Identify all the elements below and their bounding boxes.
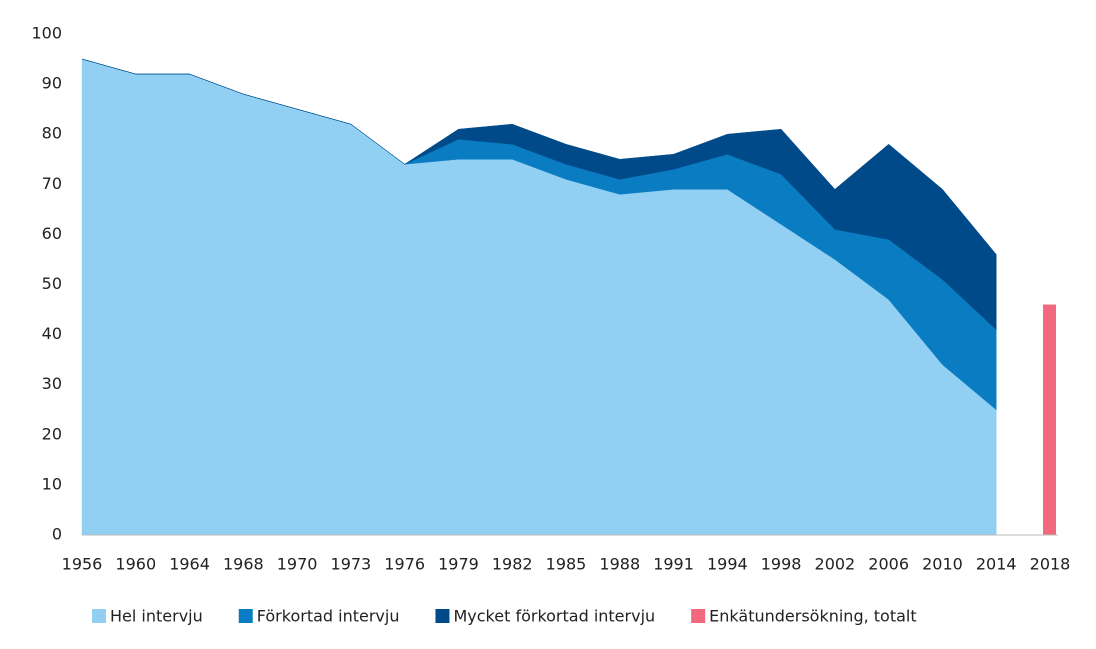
legend-swatch [238, 609, 253, 623]
x-tick-label: 2018 [1030, 555, 1071, 574]
legend-label: Förkortad intervju [257, 607, 400, 626]
area [81, 58, 997, 331]
y-tick-label: 80 [42, 124, 62, 143]
y-tick-label: 40 [42, 324, 62, 343]
x-tick-label: 1998 [761, 555, 802, 574]
y-tick-label: 60 [42, 224, 62, 243]
x-tick-label: 2006 [868, 555, 909, 574]
area [81, 58, 997, 536]
x-tick-label: 1960 [115, 555, 156, 574]
legend-label: Hel intervju [110, 607, 203, 626]
x-tick-label: 2002 [815, 555, 856, 574]
y-tick-label: 70 [42, 174, 62, 193]
x-tick-label: 1991 [653, 555, 694, 574]
legend-label: Mycket förkortad intervju [453, 607, 655, 626]
x-tick-label: 1985 [546, 555, 587, 574]
legend-swatch [691, 609, 706, 623]
x-tick-label: 2014 [976, 555, 1017, 574]
x-tick-label: 2010 [922, 555, 963, 574]
x-tick-label: 1964 [169, 555, 210, 574]
legend-swatch [435, 609, 450, 623]
y-tick-label: 90 [42, 74, 62, 93]
y-tick-label: 0 [52, 525, 62, 544]
legend-label: Enkätundersökning, totalt [709, 607, 916, 626]
x-tick-label: 1956 [62, 555, 103, 574]
x-tick-label: 1982 [492, 555, 533, 574]
x-tick-label: 1976 [384, 555, 425, 574]
x-tick-label: 1973 [331, 555, 372, 574]
bar [1043, 304, 1056, 535]
y-tick-label: 30 [42, 374, 62, 393]
y-tick-label: 20 [42, 424, 62, 443]
y-tick-label: 100 [31, 24, 62, 43]
x-tick-label: 1970 [277, 555, 318, 574]
legend-swatch [92, 609, 106, 623]
x-tick-label: 1968 [223, 555, 264, 574]
y-tick-label: 10 [42, 474, 62, 493]
x-tick-label: 1994 [707, 555, 748, 574]
x-tick-label: 1988 [599, 555, 640, 574]
x-tick-label: 1979 [438, 555, 479, 574]
y-tick-label: 50 [42, 274, 62, 293]
